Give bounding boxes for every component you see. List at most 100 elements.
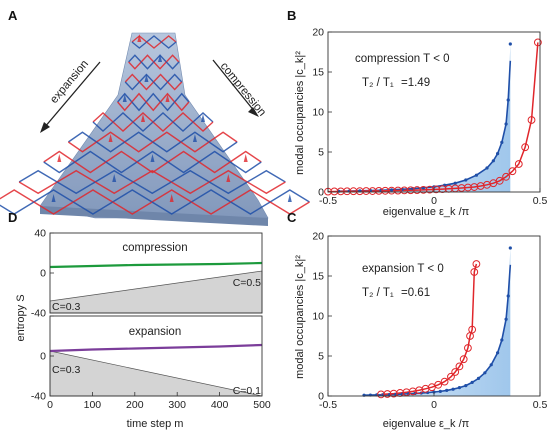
lattice-waveguide-segment [229, 161, 262, 174]
lattice-waveguide-segment [246, 181, 286, 195]
lattice-waveguide-segment [152, 81, 169, 91]
red-data-point [468, 325, 477, 334]
blue-data-point [390, 188, 394, 192]
lattice-waveguide-segment [132, 112, 154, 123]
blue-data-point [504, 317, 508, 321]
x-tick-label: 500 [253, 399, 271, 411]
panel-c-ratio-lhs: T₂ / T₁ [362, 287, 394, 299]
y-tick-label: 0 [40, 268, 46, 280]
y-tick-label: 20 [312, 27, 324, 39]
lattice-light-spike [144, 74, 149, 82]
lattice-waveguide-segment [191, 201, 232, 215]
lattice-light-spike [51, 194, 56, 202]
red-data-point [447, 372, 455, 381]
y-tick-label: 0 [318, 187, 324, 199]
blue-data-point [489, 363, 493, 367]
red-data-point [455, 362, 464, 371]
panel-c: C modal occupancies |c_k|² eigenvalue ε_… [287, 210, 547, 430]
lattice-light-spike [141, 114, 145, 122]
lattice-waveguide-segment [131, 92, 147, 103]
lattice-waveguide-segment [112, 112, 134, 123]
lattice-waveguide-segment [246, 169, 286, 183]
blue-data-point [445, 388, 449, 392]
lattice-light-spike [137, 34, 142, 42]
lattice-waveguide-segment [229, 150, 262, 163]
lattice-waveguide-segment [198, 161, 231, 174]
lattice-waveguide-segment [152, 121, 174, 132]
y-tick-label: 5 [318, 351, 324, 363]
lattice-waveguide-segment [18, 181, 58, 195]
lattice-waveguide-segment [152, 141, 182, 153]
lattice-waveguide-segment [96, 141, 126, 153]
lattice-waveguide-segment [160, 41, 177, 49]
panel-b: B modal occupancies |c_k|² eigenvalue ε_… [287, 8, 547, 218]
lattice-waveguide-segment [172, 112, 194, 123]
blue-data-point [500, 338, 504, 342]
lattice-waveguide-segment [112, 201, 153, 215]
panel-c-xlabel: eigenvalue ε_k /π [383, 418, 470, 430]
y-tick-label: 20 [312, 231, 324, 243]
lattice-waveguide-segment [33, 201, 74, 215]
red-data-point [533, 38, 542, 47]
lattice-waveguide-segment [43, 150, 76, 163]
red-data-point [521, 143, 530, 152]
panel-b-ylabel: modal occupancies |c_k|² [294, 51, 306, 175]
y-tick-label: 0 [318, 391, 324, 403]
entropy-bound-area-bottom [49, 350, 263, 397]
lattice-waveguide-segment [174, 101, 190, 112]
entropy-bound-area-top [49, 270, 263, 314]
lattice-waveguide-segment [146, 35, 162, 43]
x-tick-label: 400 [211, 399, 229, 411]
lattice-waveguide-segment [105, 150, 138, 163]
lattice-waveguide-segment [124, 73, 140, 83]
lattice-waveguide-segment [152, 112, 174, 123]
panel-d-xlabel: time step m [127, 418, 184, 430]
lattice-waveguide-segment [198, 150, 231, 163]
blue-data-point [438, 389, 442, 393]
lattice-waveguide-segment [43, 161, 76, 174]
lattice-waveguide-segment [117, 92, 133, 103]
panel-d-bottom-c-start: C=0.3 [52, 364, 80, 376]
blue-data-point [504, 122, 508, 126]
lattice-waveguide-segment [96, 131, 126, 143]
blue-data-point [508, 246, 512, 250]
panel-d-top-c-start: C=0.3 [52, 301, 80, 313]
blue-occupancy-area [338, 44, 511, 192]
blue-data-point [496, 152, 500, 156]
lattice-waveguide-segment [128, 61, 142, 70]
lattice-waveguide-segment [132, 169, 172, 183]
x-tick-label: -0.5 [319, 195, 337, 207]
red-fit-line [380, 263, 478, 396]
lattice-waveguide-segment [92, 112, 114, 123]
y-tick-label: -40 [31, 308, 46, 320]
blue-data-point [496, 351, 500, 355]
lattice-waveguide-segment [167, 81, 183, 91]
lattice-waveguide-segment [124, 81, 140, 91]
x-tick-label: 0 [47, 399, 53, 411]
blue-data-point [474, 173, 478, 177]
blue-data-point [500, 140, 504, 144]
lattice-waveguide-segment [208, 169, 248, 183]
panel-letter-c: C [287, 210, 297, 225]
blue-data-point [485, 166, 489, 170]
lattice-waveguide-segment [153, 61, 167, 70]
panel-d-plot: 400-400-400 100 200 300 400 500 [31, 228, 271, 412]
blue-data-point [470, 380, 474, 384]
y-tick-label: 5 [318, 147, 324, 159]
x-tick-label: 0.5 [533, 195, 548, 207]
lattice-waveguide-segment [170, 169, 210, 183]
compression-label: compression [218, 60, 268, 118]
lattice-waveguide-segment [124, 141, 154, 153]
lattice-waveguide-segment [230, 189, 271, 203]
lattice-light-spike [112, 174, 117, 182]
lattice-waveguide-segment [136, 150, 169, 163]
panel-d-ylabel: entropy S [15, 294, 27, 341]
lattice-waveguide-segment [172, 121, 194, 132]
blue-data-point [451, 387, 455, 391]
lattice-waveguide-segment [94, 169, 134, 183]
lattice-waveguide-segment [92, 121, 114, 132]
panel-b-xlabel: eigenvalue ε_k /π [383, 206, 470, 218]
lattice-waveguide-segment [191, 189, 232, 203]
lattice-waveguide-segment [180, 131, 210, 143]
